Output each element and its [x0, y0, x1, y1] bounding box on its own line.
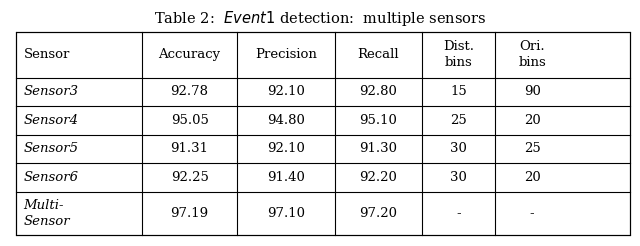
- Text: 92.20: 92.20: [360, 171, 397, 184]
- Text: 20: 20: [524, 171, 540, 184]
- Text: 25: 25: [450, 114, 467, 127]
- Text: 92.10: 92.10: [268, 86, 305, 98]
- Text: -: -: [456, 207, 461, 220]
- Text: Sensor5: Sensor5: [24, 142, 79, 155]
- Text: Recall: Recall: [358, 48, 399, 61]
- Text: 30: 30: [450, 142, 467, 155]
- Text: Sensor4: Sensor4: [24, 114, 79, 127]
- Text: 91.40: 91.40: [268, 171, 305, 184]
- Text: 97.10: 97.10: [268, 207, 305, 220]
- Text: Ori.
bins: Ori. bins: [518, 40, 546, 69]
- Text: Sensor3: Sensor3: [24, 86, 79, 98]
- Text: Sensor: Sensor: [24, 48, 70, 61]
- Text: Precision: Precision: [255, 48, 317, 61]
- Text: 95.05: 95.05: [171, 114, 209, 127]
- Text: Multi-
Sensor: Multi- Sensor: [24, 199, 70, 228]
- Text: 97.19: 97.19: [170, 207, 209, 220]
- Text: 91.31: 91.31: [171, 142, 209, 155]
- Text: 92.80: 92.80: [360, 86, 397, 98]
- Text: 94.80: 94.80: [268, 114, 305, 127]
- Text: 25: 25: [524, 142, 540, 155]
- Bar: [16, 32, 630, 235]
- Text: 92.78: 92.78: [171, 86, 209, 98]
- Text: 97.20: 97.20: [360, 207, 397, 220]
- Text: Accuracy: Accuracy: [159, 48, 221, 61]
- Text: Dist.
bins: Dist. bins: [443, 40, 474, 69]
- Text: Sensor6: Sensor6: [24, 171, 79, 184]
- Text: 92.10: 92.10: [268, 142, 305, 155]
- Text: 20: 20: [524, 114, 540, 127]
- Text: 91.30: 91.30: [360, 142, 397, 155]
- Text: 30: 30: [450, 171, 467, 184]
- Text: 95.10: 95.10: [360, 114, 397, 127]
- Text: -: -: [530, 207, 534, 220]
- Text: 90: 90: [524, 86, 541, 98]
- Text: 15: 15: [450, 86, 467, 98]
- Text: Table 2:  $\mathit{Event1}$ detection:  multiple sensors: Table 2: $\mathit{Event1}$ detection: mu…: [154, 9, 486, 28]
- Text: 92.25: 92.25: [171, 171, 209, 184]
